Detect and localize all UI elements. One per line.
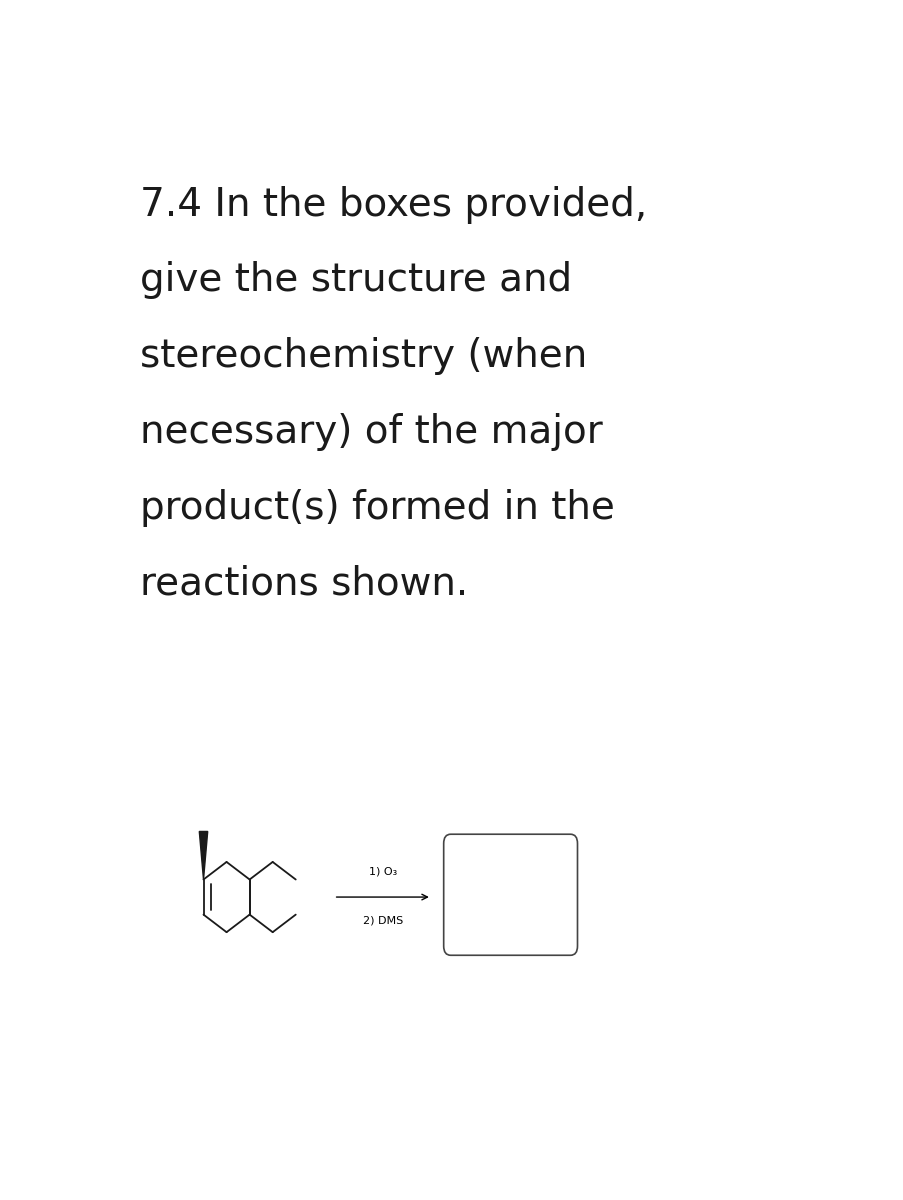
Text: product(s) formed in the: product(s) formed in the bbox=[139, 488, 614, 527]
Text: 2) DMS: 2) DMS bbox=[362, 916, 403, 925]
Text: 7.4 In the boxes provided,: 7.4 In the boxes provided, bbox=[139, 186, 646, 223]
Text: 1) O₃: 1) O₃ bbox=[368, 866, 396, 877]
Text: reactions shown.: reactions shown. bbox=[139, 564, 468, 602]
Text: stereochemistry (when: stereochemistry (when bbox=[139, 337, 586, 376]
Text: necessary) of the major: necessary) of the major bbox=[139, 413, 601, 451]
Text: give the structure and: give the structure and bbox=[139, 262, 571, 299]
Polygon shape bbox=[199, 832, 208, 880]
FancyBboxPatch shape bbox=[443, 834, 577, 955]
